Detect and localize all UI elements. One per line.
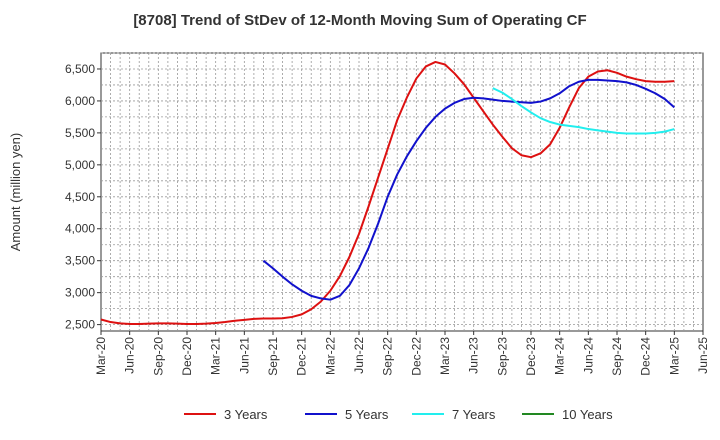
x-tick-label: Mar-21	[209, 337, 223, 375]
x-tick-label: Mar-24	[553, 337, 567, 375]
y-tick-label: 2,500	[65, 318, 95, 332]
x-tick-label: Sep-24	[610, 337, 624, 376]
series-lines	[100, 60, 675, 325]
x-tick-label: Jun-23	[467, 337, 481, 374]
x-tick-label: Jun-20	[123, 337, 137, 374]
x-tick-label: Jun-25	[696, 337, 710, 374]
plot-area	[100, 52, 704, 332]
x-tick-label: Sep-23	[495, 337, 509, 376]
plot-border	[100, 52, 704, 332]
series-line-3-years	[100, 60, 675, 325]
x-tick-label: Mar-20	[94, 337, 108, 375]
legend-label: 10 Years	[562, 407, 613, 422]
x-tick-label: Dec-21	[295, 337, 309, 376]
chart-title: [8708] Trend of StDev of 12-Month Moving…	[133, 12, 587, 29]
x-tick-label: Sep-22	[381, 337, 395, 376]
x-tick-label: Sep-21	[266, 337, 280, 376]
x-tick-label: Dec-24	[639, 337, 653, 376]
x-tick-label: Jun-22	[352, 337, 366, 374]
legend: 3 Years 5 Years 7 Years 10 Years	[184, 407, 613, 422]
y-tick-label: 3,000	[65, 286, 95, 300]
x-axis: Mar-20 Jun-20 Sep-20 Dec-20 Mar-21 Jun-21 Sep-…	[94, 331, 710, 376]
y-axis: 2,500 3,000 3,500 4,000 4,500 5,000 5,500 6,000…	[65, 62, 101, 332]
x-tick-label: Dec-23	[524, 337, 538, 376]
y-tick-label: 4,000	[65, 222, 95, 236]
legend-label: 5 Years	[345, 407, 389, 422]
y-tick-label: 6,000	[65, 94, 95, 108]
gridlines	[101, 52, 703, 331]
y-tick-label: 5,500	[65, 126, 95, 140]
x-tick-label: Dec-22	[409, 337, 423, 376]
x-tick-label: Jun-24	[581, 337, 595, 374]
y-tick-label: 6,500	[65, 62, 95, 76]
x-tick-label: Mar-25	[667, 337, 681, 375]
y-axis-title: Amount (million yen)	[8, 133, 23, 252]
y-tick-label: 3,500	[65, 254, 95, 268]
y-tick-label: 4,500	[65, 190, 95, 204]
series-line-7-years	[492, 87, 675, 135]
x-tick-label: Jun-21	[237, 337, 251, 374]
series-line-5-years	[262, 78, 675, 301]
x-tick-label: Sep-20	[151, 337, 165, 376]
x-tick-label: Mar-22	[323, 337, 337, 375]
legend-label: 3 Years	[224, 407, 268, 422]
legend-label: 7 Years	[452, 407, 496, 422]
y-tick-label: 5,000	[65, 158, 95, 172]
x-tick-label: Dec-20	[180, 337, 194, 376]
x-tick-label: Mar-23	[438, 337, 452, 375]
